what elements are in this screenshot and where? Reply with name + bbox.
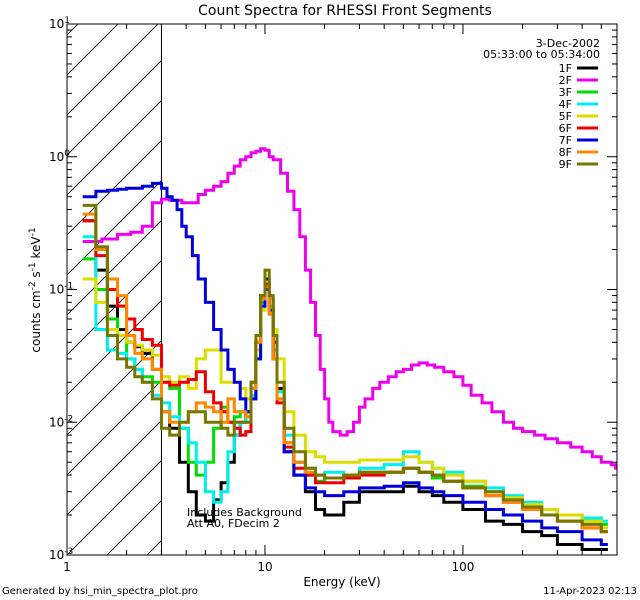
hatch-line [67,419,162,516]
annotation-attenuator: Att A0, FDecim 2 [187,517,280,530]
plot-frame [66,23,618,556]
y-tick-label: 10-1 [49,282,73,297]
legend-label-4F: 4F [559,98,572,111]
y-tick-label: 10-3 [49,547,73,562]
y-axis-label: counts cm-2 s-1 keV-1 [28,227,43,352]
annotation-background: Includes Background [187,506,302,519]
legend-label-8F: 8F [559,146,572,159]
x-tick-labels: 1 10 100 [63,560,474,574]
series-group [82,147,617,551]
hatch-line [67,24,159,116]
legend-label-7F: 7F [559,134,572,147]
y-tick-label: 100 [49,149,70,164]
axis-ticks [66,24,618,556]
legend-label-1F: 1F [559,62,572,75]
y-tick-label: 10-2 [49,414,73,429]
legend-label-5F: 5F [559,110,572,123]
footer-timestamp: 11-Apr-2023 02:13 [543,586,637,597]
series-line-2F [82,147,617,470]
hatch-line [67,259,162,356]
date-label: 3-Dec-2002 [536,37,600,50]
legend-label-6F: 6F [559,122,572,135]
hatch-line [67,219,162,316]
hatched-region [67,24,640,555]
y-tick-label: 101 [49,16,70,31]
legend-label-3F: 3F [559,86,572,99]
hatch-line [507,24,640,555]
footer-generated-by: Generated by hsi_min_spectra_plot.pro [2,586,198,597]
hatch-line [67,459,162,555]
legend-label-2F: 2F [559,74,572,87]
hatch-line [67,139,162,236]
hatch-line [387,24,640,555]
time-range-label: 05:33:00 to 05:34:00 [483,48,600,61]
x-tick-label: 100 [451,560,474,574]
hatch-line [67,379,162,476]
y-tick-labels: 10-3 10-2 10-1 100 101 [49,16,73,562]
hatch-line [187,24,640,555]
hatch-line [627,24,640,555]
hatch-line [67,59,162,156]
x-tick-label: 1 [63,560,71,574]
chart-title: Count Spectra for RHESSI Front Segments [198,3,492,19]
x-axis-label: Energy (keV) [303,575,380,589]
legend-label-9F: 9F [559,158,572,171]
hatch-line [67,99,162,196]
series-line-9F [82,203,608,534]
x-tick-label: 10 [257,560,272,574]
